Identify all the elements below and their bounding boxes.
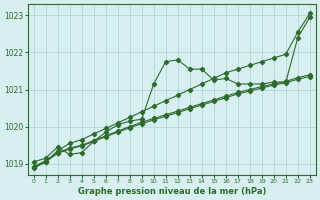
X-axis label: Graphe pression niveau de la mer (hPa): Graphe pression niveau de la mer (hPa) (77, 187, 266, 196)
